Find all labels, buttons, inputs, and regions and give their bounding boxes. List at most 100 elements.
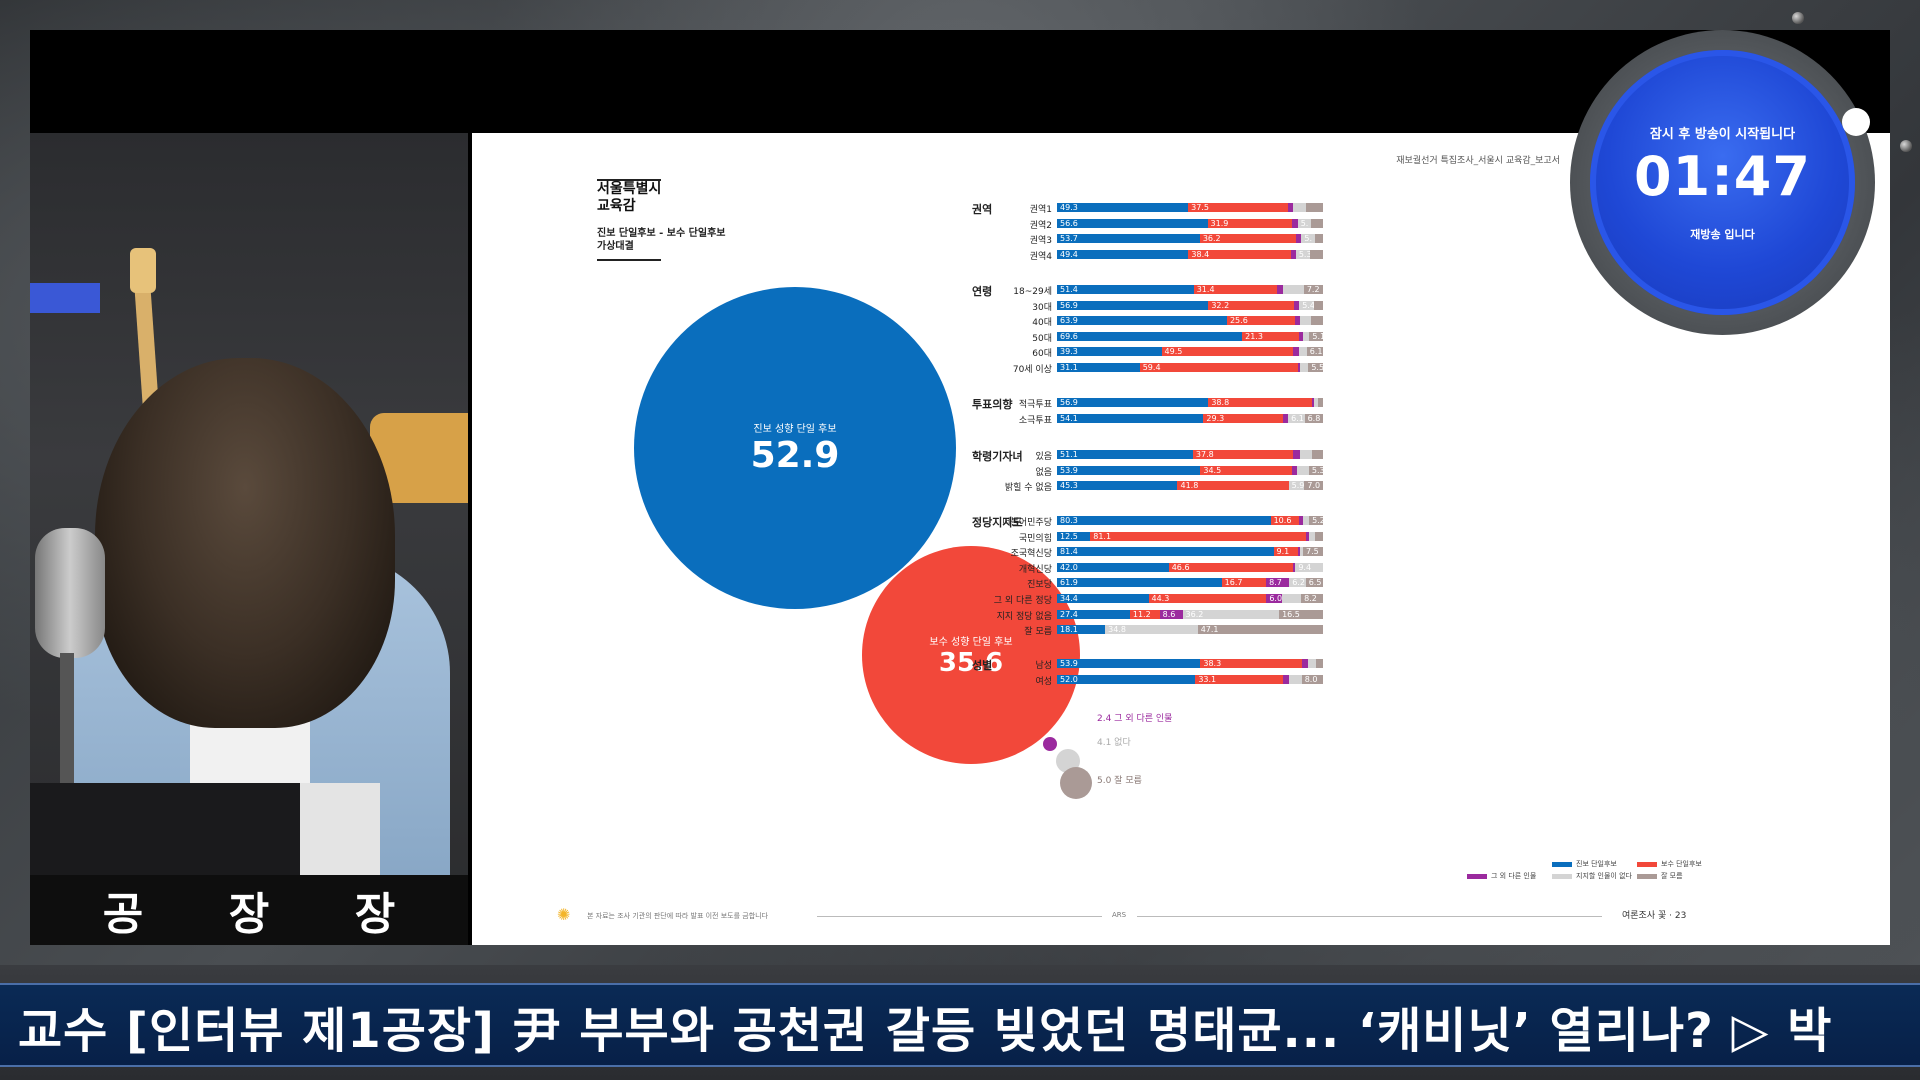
legend-conservative: 보수 단일후보 (1637, 859, 1702, 869)
bar-segment-label: 42.0 (1060, 562, 1078, 572)
row-label: 권역3 (1029, 236, 1052, 247)
bar-segment: 9.4 (1295, 562, 1323, 572)
bar-segment: 32.2 (1208, 300, 1294, 310)
legend-swatch (1467, 873, 1487, 879)
bar-segment-label: 37.5 (1191, 203, 1209, 212)
other-label: 2.4 그 외 다른 인물 (1097, 714, 1173, 724)
bar-segment: 6.5 (1305, 578, 1323, 588)
stacked-bar: 56.9 32.2 5.4 (1057, 300, 1323, 310)
bar-segment-label: 10.6 (1273, 516, 1292, 525)
bar-segment-label: 9.4 (1298, 562, 1312, 572)
row-label: 그 외 다른 정당 (993, 596, 1052, 606)
stacked-bar: 61.9 16.7 8.7 6.2 6.5 (1057, 578, 1323, 588)
bar-segment (1315, 531, 1323, 541)
rivet-icon (1900, 140, 1912, 152)
bar-segment-label: 25.6 (1229, 316, 1248, 326)
bar-segment: 6.0 (1266, 594, 1283, 603)
bar-segment: 44.3 (1148, 594, 1267, 603)
stacked-bar: 69.6 21.3 5.1 (1057, 331, 1323, 341)
bar-segment (1293, 300, 1300, 310)
bar-segment-label: 80.3 (1060, 516, 1078, 525)
bar-segment: 81.4 (1057, 547, 1274, 557)
bar-segment-label: 46.6 (1171, 562, 1190, 572)
bar-segment (1300, 450, 1313, 459)
bar-segment-label: 12.5 (1060, 531, 1078, 541)
bar-segment: 51.1 (1057, 450, 1193, 459)
bar-segment-label: 52.0 (1060, 674, 1078, 684)
bar-segment: 61.9 (1057, 578, 1222, 588)
row-label: 밝힐 수 없음 (1004, 483, 1052, 494)
progressive-bubble-value: 52.9 (750, 435, 840, 476)
bar-segment-label: 56.9 (1060, 398, 1078, 407)
bar-segment: 56.6 (1057, 218, 1208, 228)
bar-segment-label: 7.0 (1307, 481, 1321, 491)
stacked-bar: 53.7 36.2 5. (1057, 234, 1323, 244)
bar-segment-label: 11.2 (1132, 609, 1151, 619)
conservative-bubble-value: 35.6 (938, 647, 1004, 678)
sun-logo-icon: ✺ (557, 905, 571, 924)
bar-segment-label: 38.8 (1211, 398, 1230, 407)
bar-segment: 34.5 (1200, 465, 1293, 475)
bar-segment: 80.3 (1057, 516, 1271, 525)
bar-segment-label: 5.1 (1312, 331, 1323, 341)
bar-segment: 6.1 (1288, 413, 1305, 423)
bar-segment: 54.1 (1057, 413, 1204, 423)
bar-segment: 8.7 (1266, 578, 1290, 588)
bar-segment: 16.7 (1221, 578, 1267, 588)
bar-segment: 37.5 (1188, 203, 1288, 212)
bar-segment-label: 6.2 (1292, 578, 1305, 588)
bar-segment (1306, 203, 1323, 212)
bar-segment: 5. (1297, 218, 1311, 228)
bar-segment (1305, 531, 1309, 541)
bar-segment: 53.9 (1057, 465, 1201, 475)
bar-segment: 7.5 (1303, 547, 1323, 557)
bar-segment: 49.4 (1057, 249, 1189, 259)
bar-segment-label: 36.2 (1202, 234, 1221, 244)
row-label: 없음 (1035, 467, 1052, 478)
slide-footer: 본 자료는 조사 기관의 판단에 따라 발표 이전 보도를 금합니다 ARS 여… (562, 908, 1782, 922)
stacked-bar: 51.4 31.4 7.2 (1057, 285, 1323, 294)
bar-segment-label: 38.3 (1203, 659, 1222, 668)
bar-segment: 39.3 (1057, 347, 1162, 357)
bar-segment-label: 7.2 (1306, 285, 1320, 294)
legend-swatch (1637, 873, 1657, 879)
bar-segment-label: 36.2 (1185, 609, 1204, 619)
bar-segment: 56.9 (1057, 398, 1209, 407)
row-label: 18~29세 (1013, 287, 1052, 297)
bar-segment: 7.0 (1304, 481, 1323, 491)
bar-segment: 53.7 (1057, 234, 1200, 244)
footer-note: 본 자료는 조사 기관의 판단에 따라 발표 이전 보도를 금합니다 (587, 912, 769, 920)
row-label: 개혁신당 (1018, 564, 1052, 575)
bar-segment: 8.6 (1159, 609, 1183, 619)
group-label: 연령 (972, 285, 993, 298)
bar-segment-label: 53.9 (1060, 659, 1078, 668)
stacked-bar: 54.1 29.3 6.1 6.8 (1057, 413, 1323, 423)
bar-segment-label: 56.6 (1060, 218, 1078, 228)
row-label: 더불어민주당 (1002, 518, 1052, 528)
countdown-time: 01:47 (1634, 145, 1811, 208)
ticker-band: 교수 [인터뷰 제1공장] 尹 부부와 공천권 갈등 빚었던 명태균... ‘캐… (0, 983, 1920, 1067)
bar-segment-label: 16.7 (1224, 578, 1243, 588)
legend-dunno: 잘 모름 (1637, 871, 1683, 881)
guitar-head (130, 248, 156, 293)
bar-segment (1298, 347, 1307, 357)
row-label: 50대 (1032, 333, 1052, 344)
row-label: 있음 (1035, 452, 1052, 462)
stacked-bar: 34.4 44.3 6.0 8.2 (1057, 594, 1323, 603)
stacked-bar: 12.5 81.1 (1057, 531, 1323, 541)
bar-segment (1283, 674, 1289, 684)
footer-page: 여론조사 꽃 · 23 (1622, 911, 1687, 921)
bar-segment-label: 34.5 (1203, 465, 1222, 475)
host-head (95, 358, 395, 728)
countdown-dial: 잠시 후 방송이 시작됩니다 01:47 재방송 입니다 (1590, 50, 1855, 315)
stacked-bar: 39.3 49.5 6.1 (1057, 347, 1323, 357)
stacked-bar: 56.9 38.8 (1057, 398, 1323, 407)
bar-segment (1292, 562, 1296, 572)
bar-segment-label: 51.4 (1060, 285, 1078, 294)
rivet-icon (1792, 12, 1804, 24)
bar-segment: 25.6 (1226, 316, 1296, 326)
bar-segment-label: 38.4 (1191, 249, 1210, 259)
bar-segment-label: 61.9 (1060, 578, 1078, 588)
legend-swatch (1637, 861, 1657, 867)
row-label: 권역2 (1029, 220, 1052, 231)
